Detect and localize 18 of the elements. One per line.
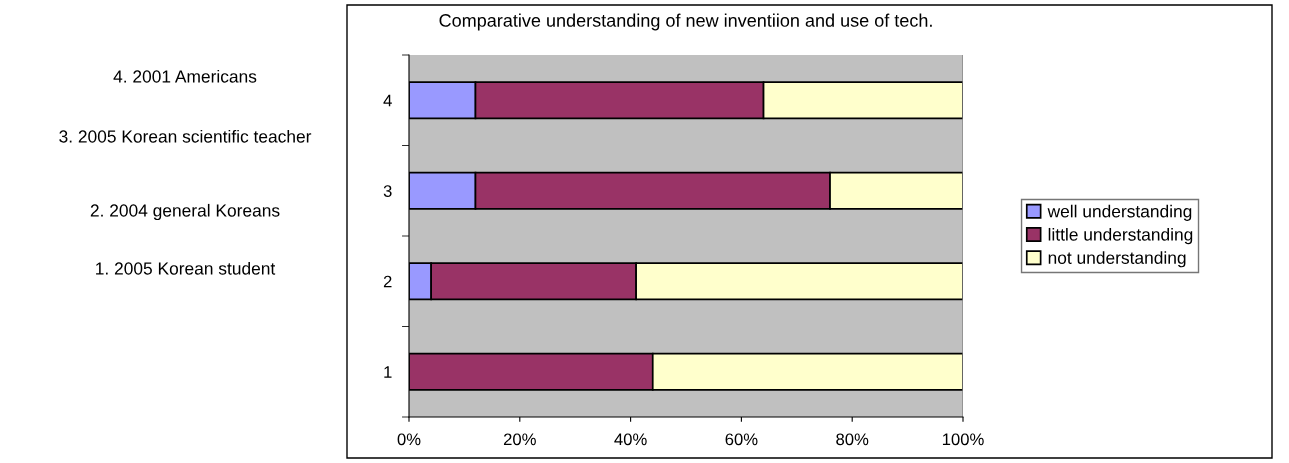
y-tick-label: 1: [384, 366, 392, 378]
text: 1. 2005 Korean student: [96, 261, 276, 275]
legend-label: not understanding: [1048, 251, 1186, 268]
x-tick-label: 80%: [836, 433, 869, 446]
text: 4. 2001 Americans: [113, 69, 257, 83]
x-tick-label: 40%: [614, 433, 647, 446]
x-tick-label: 0%: [397, 433, 421, 446]
text: 3. 2005 Korean scientific teacher: [59, 129, 312, 143]
y-tick-label: 3: [383, 185, 392, 197]
text: 2. 2004 general Koreans: [90, 203, 280, 221]
y-tick-label: 2: [383, 275, 392, 288]
chart-title: Comparative understanding of new inventiion and use of tech.: [439, 13, 932, 31]
legend-label: little understanding: [1048, 227, 1193, 245]
x-tick-label: 100%: [942, 433, 984, 446]
x-tick-label: 60%: [725, 433, 758, 446]
legend-label: well understanding: [1047, 204, 1192, 221]
x-tick-label: 20%: [503, 433, 536, 446]
y-tick-label: 4: [383, 94, 392, 107]
